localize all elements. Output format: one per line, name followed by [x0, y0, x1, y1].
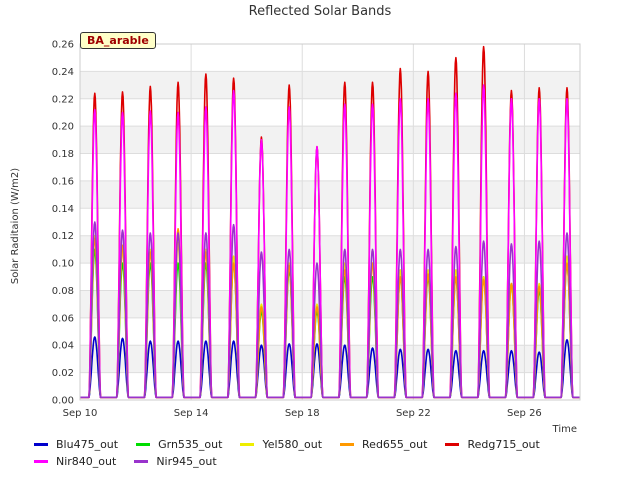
plot-band	[80, 345, 580, 373]
x-tick-labels: Sep 10 Sep 14 Sep 18 Sep 22 Sep 26	[63, 408, 542, 419]
legend-swatch	[340, 443, 355, 446]
grid-lines	[79, 43, 580, 401]
plot-band	[80, 372, 580, 400]
y-tick-label: 0.14	[52, 204, 74, 215]
y-tick-label: 0.22	[52, 94, 74, 105]
plot-band	[80, 126, 580, 154]
axes	[79, 43, 581, 401]
y-tick-label: 0.16	[52, 176, 74, 187]
legend-item: Redg715_out	[445, 436, 540, 453]
y-tick-label: 0.02	[52, 368, 74, 379]
y-tick-label: 0.04	[52, 341, 74, 352]
legend-item: Nir840_out	[34, 453, 116, 470]
plot-band	[80, 263, 580, 291]
legend-swatch	[136, 443, 151, 446]
x-tick-label: Sep 26	[507, 408, 542, 419]
series-line-Nir945_out	[80, 221, 580, 399]
series-layer	[80, 45, 580, 399]
legend-swatch	[34, 460, 48, 463]
legend-label: Red655_out	[362, 438, 428, 451]
site-label-badge: BA_arable	[80, 32, 156, 49]
legend-item: Blu475_out	[34, 436, 118, 453]
plot-background	[80, 44, 580, 400]
plot-band	[80, 153, 580, 181]
chart-title: Reflected Solar Bands	[249, 4, 392, 19]
legend-label: Blu475_out	[56, 438, 119, 451]
y-tick-labels: 0.00 0.02 0.04 0.06 0.08 0.10 0.12 0.14 0.16 0.18…	[52, 40, 74, 407]
y-tick-label: 0.18	[52, 149, 74, 160]
y-tick-label: 0.24	[52, 67, 74, 78]
plot-band	[80, 290, 580, 318]
plot-band	[80, 71, 580, 99]
legend-item: Yel580_out	[240, 436, 322, 453]
legend-item: Nir945_out	[134, 453, 217, 470]
x-tick-label: Sep 22	[396, 408, 431, 419]
y-tick-label: 0.00	[52, 396, 74, 407]
plot-band	[80, 208, 580, 236]
plot-band	[80, 180, 580, 209]
legend-item: Grn535_out	[136, 436, 222, 453]
plot-frame	[79, 43, 581, 401]
plot-band	[80, 44, 580, 72]
legend-label: Redg715_out	[467, 438, 540, 451]
legend-label: Nir945_out	[156, 455, 217, 468]
y-tick-label: 0.06	[52, 313, 74, 324]
legend-swatch	[240, 443, 255, 446]
y-tick-label: 0.26	[52, 40, 74, 51]
y-tick-label: 0.20	[52, 122, 74, 133]
plot-band	[80, 235, 580, 264]
x-axis-title: Time	[552, 424, 577, 435]
legend-label: Yel580_out	[262, 438, 323, 451]
plot-band	[80, 317, 580, 346]
x-tick-label: Sep 10	[63, 408, 98, 419]
legend-label: Grn535_out	[158, 438, 223, 451]
y-axis-title: Solar Raditaion (W/m2)	[10, 168, 21, 284]
legend-swatch	[445, 443, 460, 446]
x-tick-label: Sep 14	[174, 408, 209, 419]
legend-label: Nir840_out	[56, 455, 117, 468]
legend: Blu475_out Grn535_out Yel580_out Red655_out…	[34, 436, 634, 470]
y-tick-label: 0.12	[52, 231, 74, 242]
legend-swatch	[34, 443, 48, 446]
y-tick-label: 0.08	[52, 286, 74, 297]
legend-item: Red655_out	[340, 436, 427, 453]
legend-swatch	[134, 460, 149, 463]
plot-band	[80, 98, 580, 127]
x-tick-label: Sep 18	[285, 408, 320, 419]
y-tick-label: 0.10	[52, 259, 74, 270]
